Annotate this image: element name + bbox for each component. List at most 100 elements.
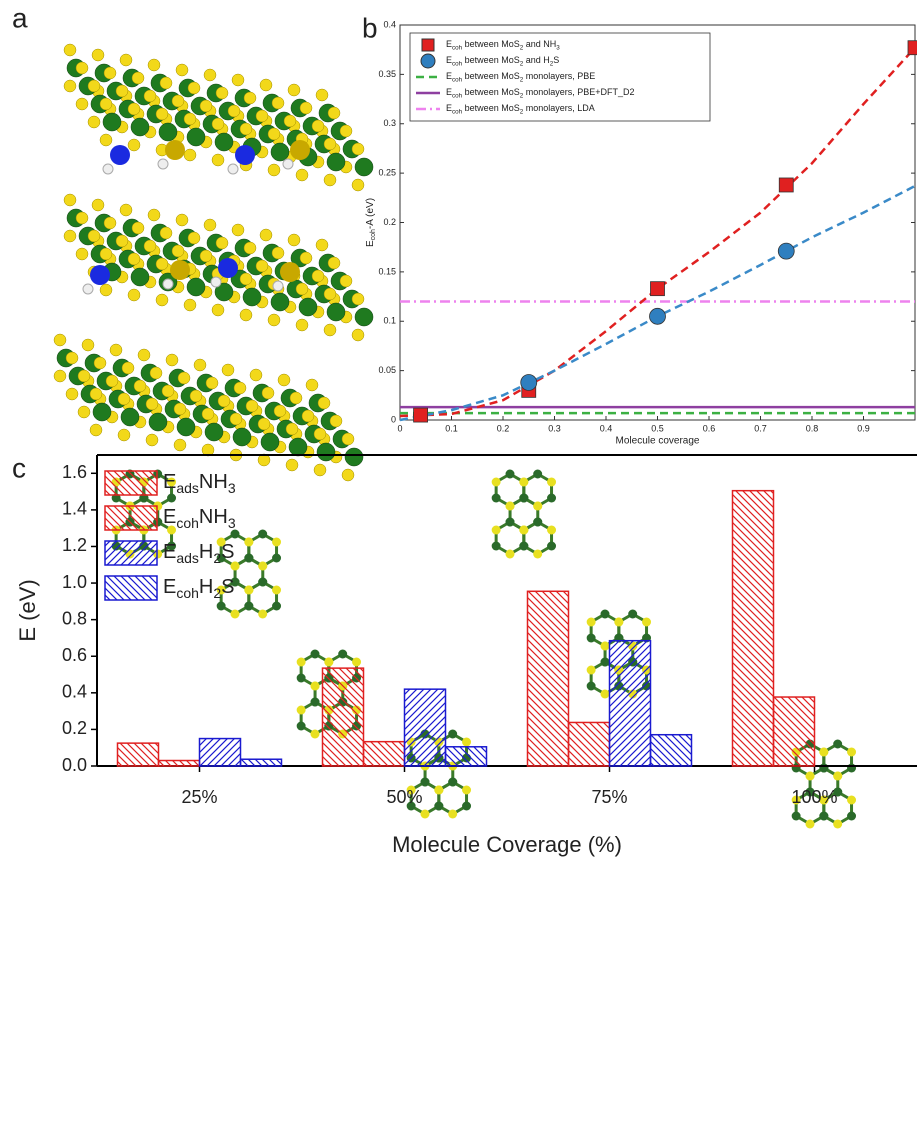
atom — [519, 478, 528, 487]
legend-label-part: S — [221, 576, 234, 598]
atom — [306, 379, 318, 391]
atom — [311, 650, 320, 659]
legend-label: EcohNH3 — [163, 506, 236, 530]
legend-label-part: between MoS — [462, 71, 520, 81]
atom — [311, 730, 320, 739]
lattice — [524, 522, 552, 554]
x-axis-label: Molecule Coverage (%) — [392, 832, 622, 857]
atom — [122, 362, 134, 374]
atom — [506, 470, 515, 479]
atom — [533, 470, 542, 479]
legend-label-part: E — [163, 576, 176, 598]
atom — [462, 786, 471, 795]
atom — [162, 385, 174, 397]
atom — [244, 242, 256, 254]
atom — [100, 98, 112, 110]
atom — [212, 154, 224, 166]
atom — [642, 618, 651, 627]
y-tick-label: 0.1 — [383, 316, 396, 326]
atom — [103, 164, 113, 174]
atom — [448, 810, 457, 819]
atom — [166, 354, 178, 366]
atom — [492, 478, 501, 487]
atom — [519, 542, 528, 551]
atom — [240, 273, 252, 285]
legend-label-part: H — [199, 541, 213, 563]
atom — [218, 395, 230, 407]
panel-label: c — [12, 452, 26, 483]
atom — [128, 253, 140, 265]
legend-marker — [422, 39, 434, 51]
atom — [297, 706, 306, 715]
atom — [289, 438, 307, 456]
figure: a b c 00.10.20.30.40.50.60.70.80.900.050… — [0, 0, 917, 1126]
y-tick-label: 1.4 — [62, 499, 87, 519]
atom — [268, 164, 280, 176]
atom — [92, 199, 104, 211]
bar — [569, 722, 610, 766]
atom — [184, 149, 196, 161]
atom — [216, 237, 228, 249]
atom — [174, 439, 186, 451]
molecule — [290, 140, 310, 160]
atom — [300, 102, 312, 114]
atom — [547, 526, 556, 535]
atom — [128, 103, 140, 115]
legend-label-part: H — [199, 576, 213, 598]
atom — [434, 786, 443, 795]
atom — [188, 82, 200, 94]
atom — [342, 469, 354, 481]
atom — [533, 550, 542, 559]
atom — [244, 92, 256, 104]
atom — [177, 418, 195, 436]
atom — [806, 820, 815, 829]
atom — [176, 64, 188, 76]
y-tick-label: 1.2 — [62, 535, 87, 555]
atom — [300, 252, 312, 264]
atom — [288, 84, 300, 96]
atom — [64, 230, 76, 242]
atom — [286, 459, 298, 471]
atom — [434, 802, 443, 811]
legend-label-part: monolayers, PBE — [523, 71, 595, 81]
atom — [217, 602, 226, 611]
legend-label-part: coh — [452, 108, 463, 115]
y-tick-label: 0.2 — [383, 217, 396, 227]
y-tick-label: 0.05 — [378, 365, 396, 375]
atom — [352, 658, 361, 667]
atom — [286, 423, 298, 435]
atom — [88, 80, 100, 92]
atom — [324, 658, 333, 667]
atom — [176, 214, 188, 226]
atom — [146, 434, 158, 446]
atom — [340, 275, 352, 287]
atom — [271, 293, 289, 311]
atom — [462, 738, 471, 747]
atom — [492, 542, 501, 551]
atom — [232, 74, 244, 86]
legend-label-part: coh — [452, 60, 463, 67]
legend-label-part: coh — [176, 515, 199, 531]
legend-label-part: and NH — [523, 39, 556, 49]
atom — [272, 538, 281, 547]
atom — [76, 212, 88, 224]
atom — [462, 802, 471, 811]
atom — [338, 650, 347, 659]
legend-swatch — [105, 506, 157, 530]
x-tick-label: 0.8 — [806, 423, 819, 433]
y-tick-label: 0.15 — [378, 266, 396, 276]
atom — [172, 95, 184, 107]
atom — [188, 232, 200, 244]
atom — [324, 324, 336, 336]
atom — [296, 319, 308, 331]
atom — [206, 377, 218, 389]
atom — [64, 194, 76, 206]
atom — [64, 44, 76, 56]
atom — [324, 138, 336, 150]
atom — [104, 217, 116, 229]
atom — [519, 526, 528, 535]
marker — [908, 41, 917, 55]
atom — [278, 374, 290, 386]
atom — [160, 227, 172, 239]
atom — [174, 403, 186, 415]
